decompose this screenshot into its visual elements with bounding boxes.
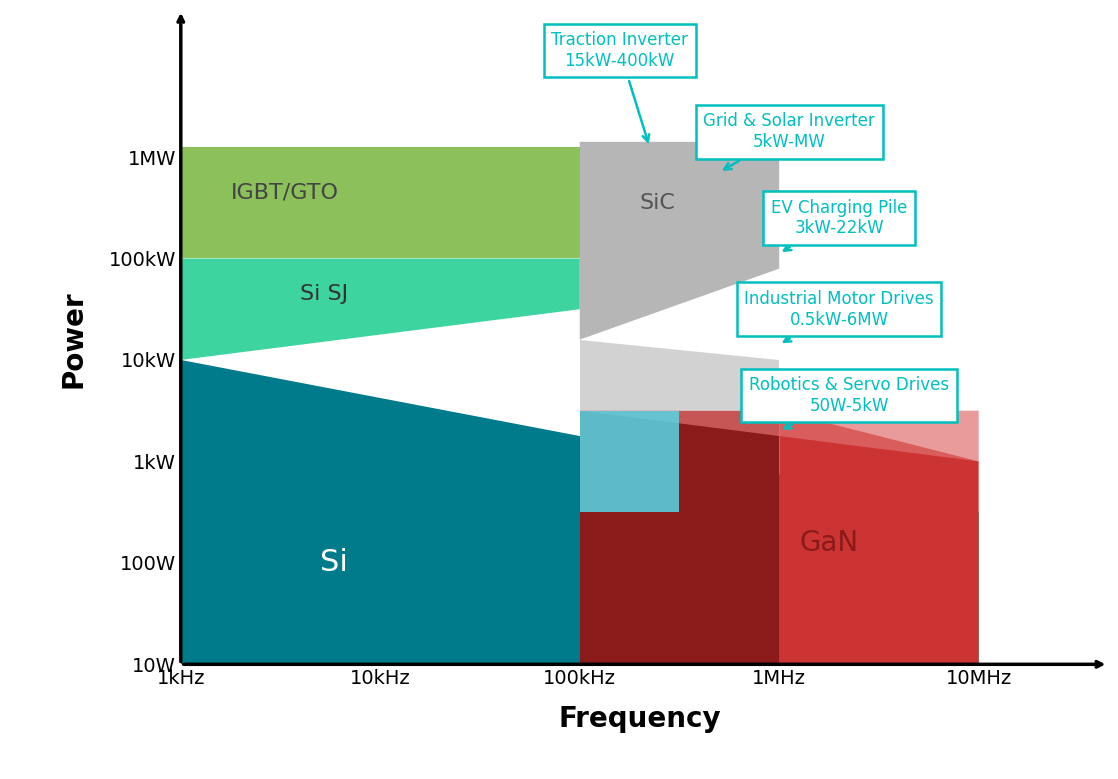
Polygon shape: [181, 259, 580, 360]
Text: Si SJ: Si SJ: [301, 284, 349, 304]
Polygon shape: [779, 411, 978, 664]
Polygon shape: [580, 411, 680, 512]
Polygon shape: [580, 340, 779, 411]
Text: Traction Inverter
15kW-400kW: Traction Inverter 15kW-400kW: [551, 31, 688, 142]
Text: Si: Si: [321, 548, 349, 577]
Polygon shape: [181, 360, 978, 664]
Y-axis label: Power: Power: [59, 291, 87, 389]
Polygon shape: [580, 411, 779, 664]
Polygon shape: [580, 411, 978, 461]
Text: Grid & Solar Inverter
5kW-MW: Grid & Solar Inverter 5kW-MW: [703, 112, 875, 170]
Text: IGBT/GTO: IGBT/GTO: [230, 182, 339, 203]
Text: SiC: SiC: [639, 192, 675, 213]
Text: Robotics & Servo Drives
50W-5kW: Robotics & Servo Drives 50W-5kW: [749, 376, 949, 428]
Polygon shape: [580, 142, 779, 340]
X-axis label: Frequency: Frequency: [558, 705, 721, 733]
Text: Industrial Motor Drives
0.5kW-6MW: Industrial Motor Drives 0.5kW-6MW: [745, 290, 934, 342]
Text: EV Charging Pile
3kW-22kW: EV Charging Pile 3kW-22kW: [771, 199, 907, 251]
Text: GaN: GaN: [799, 529, 859, 556]
Polygon shape: [181, 147, 580, 259]
